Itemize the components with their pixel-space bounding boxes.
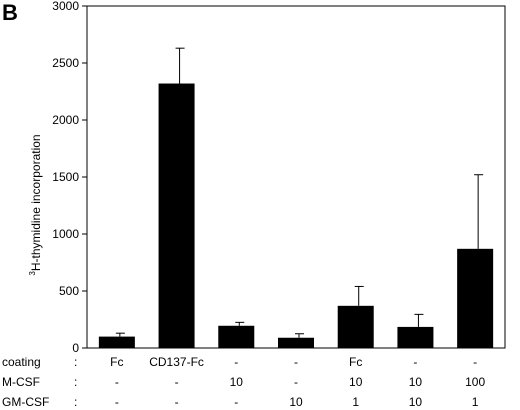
condition-value-1-6: 100: [465, 375, 485, 389]
condition-value-1-2: 10: [230, 375, 244, 389]
y-tick-label-6: 3000: [52, 0, 79, 13]
condition-value-0-6: -: [473, 355, 477, 369]
condition-sep-2: :: [74, 395, 77, 409]
condition-value-2-4: 1: [352, 395, 359, 409]
plot-area: 0 500 1000 1500 2000 2500 3000: [52, 0, 506, 355]
y-axis-label: 3H-thymidine incorporation: [28, 134, 43, 275]
condition-value-0-5: -: [413, 355, 417, 369]
y-tick-label-1: 500: [59, 284, 79, 298]
condition-sep-1: :: [74, 375, 77, 389]
condition-value-2-5: 10: [409, 395, 423, 409]
y-tick-label-4: 2000: [52, 113, 79, 127]
y-axis-label-text: H-thymidine incorporation: [29, 134, 43, 271]
condition-value-0-4: Fc: [349, 355, 362, 369]
bar-5: [397, 326, 434, 348]
condition-table: coating: Fc CD137-Fc - - Fc - - M-CSF: - - 10 - 10 10 1…: [2, 355, 485, 409]
condition-value-0-2: -: [234, 355, 238, 369]
bar-4: [337, 305, 374, 348]
y-axis-label-superscript: 3: [28, 271, 37, 276]
condition-value-1-5: 10: [409, 375, 423, 389]
condition-value-2-2: -: [234, 395, 238, 409]
bar-2: [218, 325, 255, 348]
condition-value-2-6: 1: [472, 395, 479, 409]
condition-sep-0: :: [74, 355, 77, 369]
condition-value-0-1: CD137-Fc: [149, 355, 204, 369]
plot-frame: [86, 5, 506, 349]
condition-value-1-0: -: [115, 375, 119, 389]
condition-value-2-1: -: [175, 395, 179, 409]
y-tick-label-3: 1500: [52, 170, 79, 184]
bar-3: [278, 337, 314, 348]
condition-label-1: M-CSF: [2, 375, 40, 389]
y-tick-label-5: 2500: [52, 56, 79, 70]
condition-value-0-3: -: [294, 355, 298, 369]
condition-label-2: GM-CSF: [2, 395, 49, 409]
bar-0: [98, 336, 135, 348]
panel-label: B: [2, 0, 18, 25]
y-tick-label-2: 1000: [52, 227, 79, 241]
y-tick-label-0: 0: [72, 341, 79, 355]
condition-value-1-4: 10: [349, 375, 363, 389]
condition-value-2-0: -: [115, 395, 119, 409]
condition-value-2-3: 10: [289, 395, 303, 409]
condition-label-0: coating: [2, 355, 41, 369]
condition-value-1-3: -: [294, 375, 298, 389]
bar-1: [158, 83, 195, 349]
condition-value-1-1: -: [175, 375, 179, 389]
bar-6: [457, 248, 494, 348]
condition-value-0-0: Fc: [110, 355, 123, 369]
